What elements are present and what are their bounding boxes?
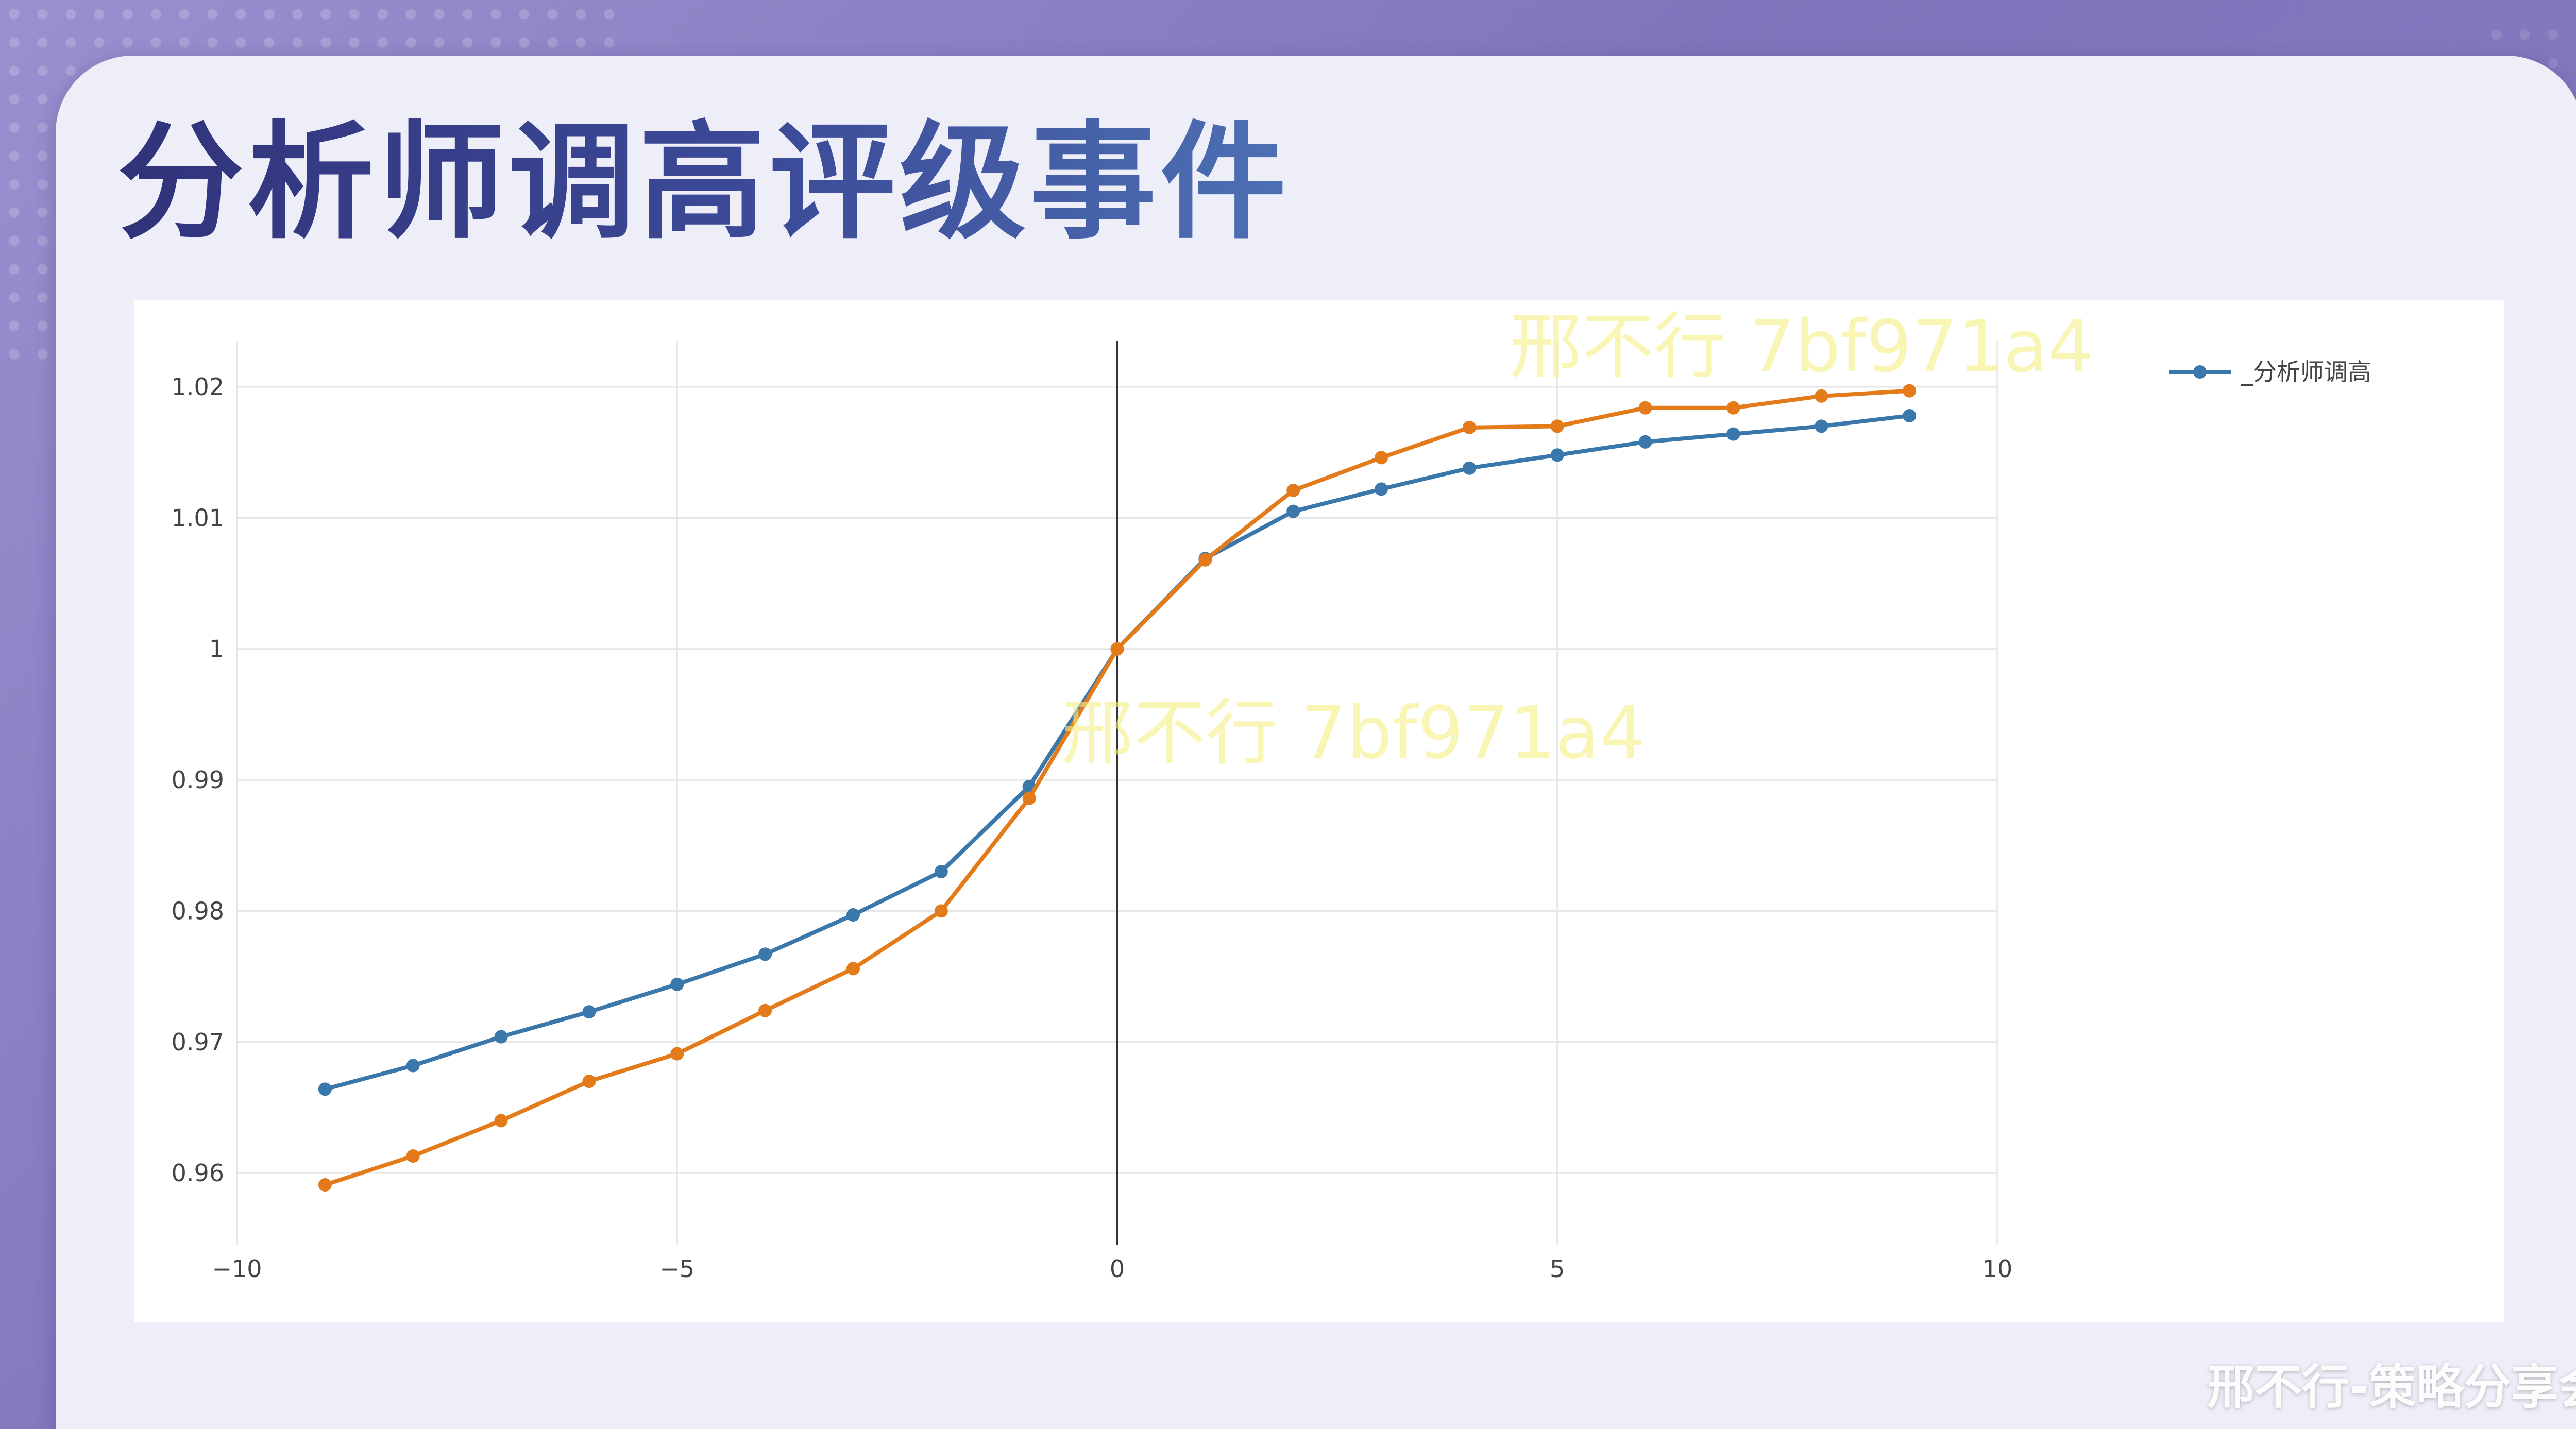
x-tick-label: −10 xyxy=(212,1255,262,1283)
data-point[interactable] xyxy=(318,1082,332,1096)
footer-brand-text: 邢不行-策略分享会 xyxy=(2207,1359,2576,1415)
data-point[interactable] xyxy=(1638,435,1652,449)
x-tick-label: 0 xyxy=(1110,1255,1125,1283)
legend-marker xyxy=(2193,365,2207,379)
data-point[interactable] xyxy=(494,1030,508,1044)
line-chart: −10 −5 0 5 10 0.96 0.97 0.98 0.99 1 1.01 1.02 _分析师… xyxy=(172,341,2371,1283)
x-tick-label: 5 xyxy=(1550,1255,1565,1283)
data-point[interactable] xyxy=(406,1059,420,1073)
data-point[interactable] xyxy=(1198,553,1212,567)
slide-title: 分析师调高评级事件 xyxy=(117,108,1291,258)
data-point[interactable] xyxy=(1375,451,1388,465)
data-point[interactable] xyxy=(670,977,684,991)
data-point[interactable] xyxy=(1462,461,1476,475)
data-point[interactable] xyxy=(1815,389,1828,403)
data-point[interactable] xyxy=(1903,409,1917,422)
data-point[interactable] xyxy=(1638,401,1652,415)
data-point[interactable] xyxy=(1375,482,1388,496)
data-point[interactable] xyxy=(758,947,772,961)
data-point[interactable] xyxy=(582,1005,596,1019)
y-axis-tick-labels: 0.96 0.97 0.98 0.99 1 1.01 1.02 xyxy=(172,373,224,1187)
chart-series xyxy=(318,384,1917,1192)
series-group-1 xyxy=(318,384,1917,1192)
y-tick-label: 0.98 xyxy=(172,897,224,925)
data-point[interactable] xyxy=(1550,419,1564,433)
x-tick-label: 10 xyxy=(1982,1255,2013,1283)
data-point[interactable] xyxy=(1550,448,1564,462)
data-point[interactable] xyxy=(934,904,948,918)
y-tick-label: 0.99 xyxy=(172,766,224,794)
data-point[interactable] xyxy=(318,1178,332,1192)
data-point[interactable] xyxy=(846,908,860,922)
data-point[interactable] xyxy=(846,962,860,976)
data-point[interactable] xyxy=(1022,791,1036,805)
data-point[interactable] xyxy=(406,1149,420,1163)
data-point[interactable] xyxy=(1903,384,1917,398)
data-point[interactable] xyxy=(1110,642,1124,656)
y-tick-label: 0.97 xyxy=(172,1028,224,1056)
y-tick-label: 1.02 xyxy=(172,373,224,401)
y-tick-label: 1 xyxy=(209,635,224,663)
y-tick-label: 0.96 xyxy=(172,1159,224,1187)
data-point[interactable] xyxy=(1726,427,1740,441)
data-point[interactable] xyxy=(1286,504,1300,518)
data-point[interactable] xyxy=(1726,401,1740,415)
data-point[interactable] xyxy=(934,865,948,879)
y-tick-label: 1.01 xyxy=(172,504,224,532)
data-point[interactable] xyxy=(758,1003,772,1017)
data-point[interactable] xyxy=(670,1047,684,1061)
line-chart-panel: −10 −5 0 5 10 0.96 0.97 0.98 0.99 1 1.01 1.02 _分析师… xyxy=(134,300,2504,1322)
x-tick-label: −5 xyxy=(659,1255,694,1283)
x-axis-tick-labels: −10 −5 0 5 10 xyxy=(212,1255,2012,1283)
legend-label: _分析师调高 xyxy=(2241,358,2371,386)
chart-legend[interactable]: _分析师调高 xyxy=(2169,358,2371,386)
data-point[interactable] xyxy=(582,1075,596,1088)
data-point[interactable] xyxy=(1815,419,1828,433)
data-point[interactable] xyxy=(1286,483,1300,497)
data-point[interactable] xyxy=(494,1114,508,1128)
data-point[interactable] xyxy=(1462,420,1476,434)
